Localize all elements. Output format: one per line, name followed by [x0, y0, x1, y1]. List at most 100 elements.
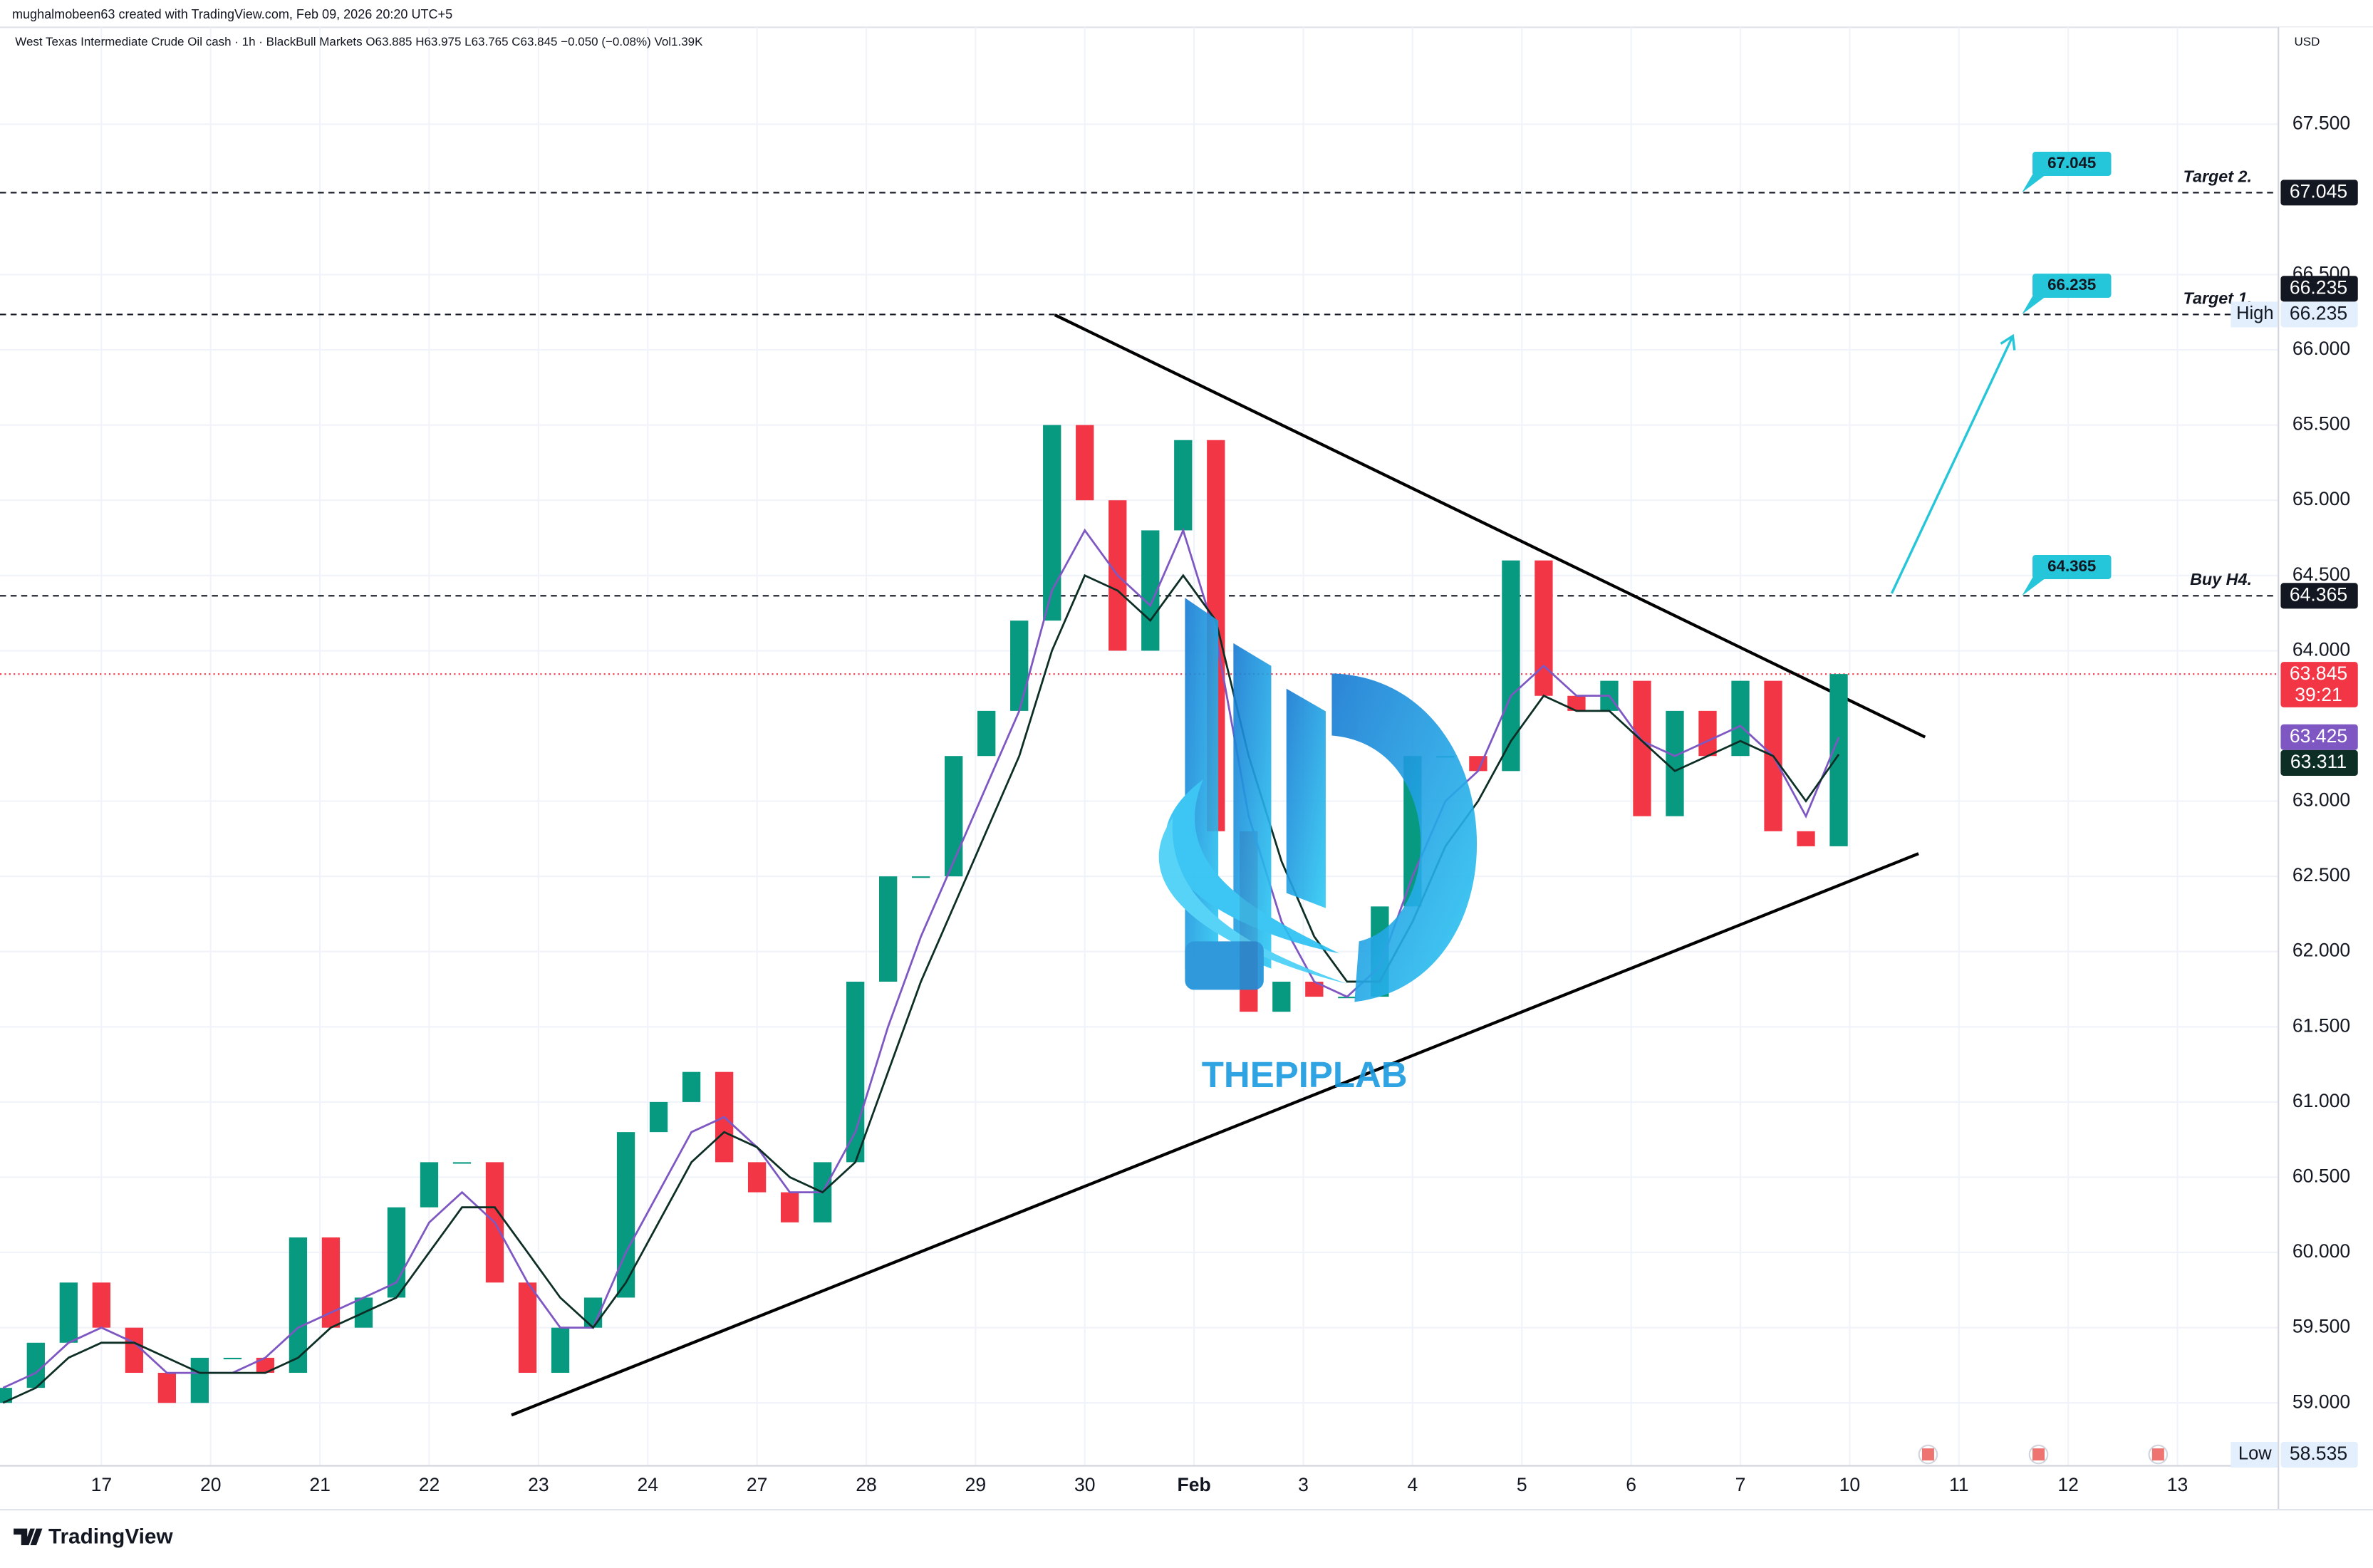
x-tick-label: 4: [1407, 1474, 1418, 1495]
brand-logo: TradingView: [14, 1525, 173, 1548]
candle-body: [1829, 674, 1848, 846]
candle-body: [1797, 831, 1815, 846]
high-tag-label: High: [2236, 303, 2273, 323]
candle-body: [1043, 425, 1061, 621]
price-badge: [2280, 724, 2358, 750]
y-tick-label: 59.000: [2292, 1391, 2350, 1412]
candle-body: [846, 981, 865, 1163]
callout: [2032, 152, 2112, 177]
candle-body: [26, 1342, 45, 1388]
watermark-base: [1185, 941, 1264, 990]
price-badge: [2280, 749, 2358, 776]
level-label: Buy H4.: [2190, 570, 2252, 588]
currency: USD: [2295, 35, 2320, 48]
candle-body: [59, 1282, 78, 1343]
low-value: 58.535: [2290, 1443, 2347, 1464]
level-badge-value: 67.045: [2290, 180, 2347, 202]
x-tick-label: 30: [1074, 1474, 1096, 1495]
candle-body: [780, 1192, 799, 1222]
trendline: [511, 852, 1919, 1417]
candle-body: [1076, 425, 1094, 501]
moving-average: [2, 573, 1840, 1404]
candle-body: [1305, 981, 1324, 997]
grid: [0, 27, 2278, 1465]
event-flag: [1921, 1448, 1934, 1461]
symbol-line: West Texas Intermediate Crude Oil cash ·…: [15, 35, 703, 48]
candle-body: [649, 1101, 668, 1133]
candle-body: [682, 1071, 701, 1102]
level-badge-value: 66.235: [2290, 276, 2347, 298]
callout-tail: [2022, 174, 2047, 193]
x-tick-label: 10: [1839, 1474, 1861, 1495]
overlay-badge-value: 63.311: [2290, 751, 2347, 772]
x-tick-label: 3: [1298, 1474, 1309, 1495]
low-tag-label: Low: [2238, 1444, 2272, 1464]
y-tick-label: 64.500: [2292, 564, 2350, 585]
y-tick-label: 61.500: [2292, 1014, 2350, 1036]
price-badge: [2280, 180, 2358, 206]
callout-tail: [2022, 577, 2047, 596]
callout: [2032, 274, 2112, 298]
x-tick-label: 20: [200, 1474, 222, 1495]
price-badge: [2280, 301, 2358, 328]
y-tick-label: 64.000: [2292, 638, 2350, 660]
price-badge: [2280, 583, 2358, 609]
watermark-text: THEPIPLAB: [1202, 1054, 1408, 1095]
low-tag: [2231, 1441, 2278, 1468]
candle-body: [879, 876, 898, 982]
overlay-badge-value: 63.425: [2290, 725, 2347, 747]
candle-body: [125, 1327, 144, 1374]
candle-body: [912, 876, 930, 878]
candle-body: [1272, 981, 1291, 1012]
x-tick-label: 27: [747, 1474, 768, 1495]
candle-body: [518, 1282, 537, 1374]
y-tick-label: 67.500: [2292, 112, 2350, 133]
brand-name: TradingView: [48, 1525, 173, 1548]
callout-value: 67.045: [2047, 154, 2096, 172]
candle-body: [551, 1327, 570, 1374]
candle-body: [1567, 695, 1586, 711]
y-tick-label: 60.000: [2292, 1240, 2350, 1262]
candle-body: [321, 1237, 341, 1328]
x-tick-label: 13: [2167, 1474, 2188, 1495]
event-icons: [1918, 1444, 2169, 1465]
callout-value: 64.365: [2047, 557, 2096, 575]
event-flag: [2151, 1448, 2164, 1461]
level-badge-value: 64.365: [2290, 583, 2347, 605]
high-tag: [2231, 301, 2278, 328]
x-tick-label: 28: [856, 1474, 877, 1495]
watermark-bar: [1233, 643, 1272, 969]
price-badge: [2280, 662, 2358, 707]
watermark: THEPIPLAB: [1158, 598, 1478, 1095]
candle-body: [977, 710, 996, 757]
watermark-swoosh: [1165, 779, 1340, 954]
countdown: 39:21: [2295, 684, 2342, 705]
watermark-bar: [1286, 688, 1326, 908]
candle-body: [747, 1162, 767, 1193]
y-tick-label: 59.500: [2292, 1316, 2350, 1337]
candle-body: [289, 1237, 308, 1374]
x-tick-label: 5: [1517, 1474, 1527, 1495]
moving-average: [2, 527, 1840, 1389]
x-tick-label: 11: [1949, 1474, 1969, 1495]
x-tick-label: 17: [91, 1474, 113, 1495]
candle-body: [1502, 560, 1520, 772]
brand-icon: [14, 1528, 43, 1546]
callout-value: 66.235: [2047, 276, 2096, 294]
x-tick-label: 29: [965, 1474, 987, 1495]
candle-body: [945, 756, 963, 877]
trendline: [1054, 313, 1926, 739]
x-tick-label: 7: [1735, 1474, 1746, 1495]
candle-body: [1174, 440, 1193, 531]
candle-body: [1698, 710, 1717, 757]
event-flag: [2032, 1448, 2045, 1461]
price-badge: [2280, 276, 2358, 302]
candle-body: [256, 1357, 275, 1374]
candle-body: [1666, 710, 1684, 816]
y-tick-label: 66.000: [2292, 338, 2350, 359]
x-tick-label: 22: [419, 1474, 440, 1495]
y-tick-label: 65.500: [2292, 413, 2350, 435]
x-tick-label: 23: [528, 1474, 549, 1495]
